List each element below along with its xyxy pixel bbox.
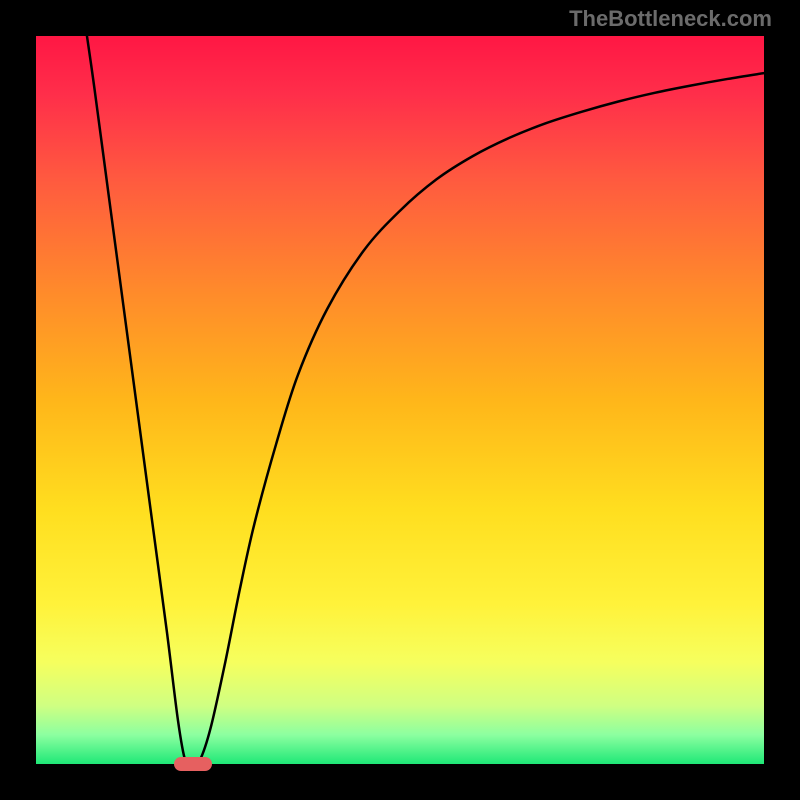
chart-container: TheBottleneck.com (0, 0, 800, 800)
bottleneck-minimum-marker (174, 757, 212, 771)
watermark-text: TheBottleneck.com (569, 6, 772, 32)
bottleneck-curve (36, 36, 764, 764)
plot-area (36, 36, 764, 764)
